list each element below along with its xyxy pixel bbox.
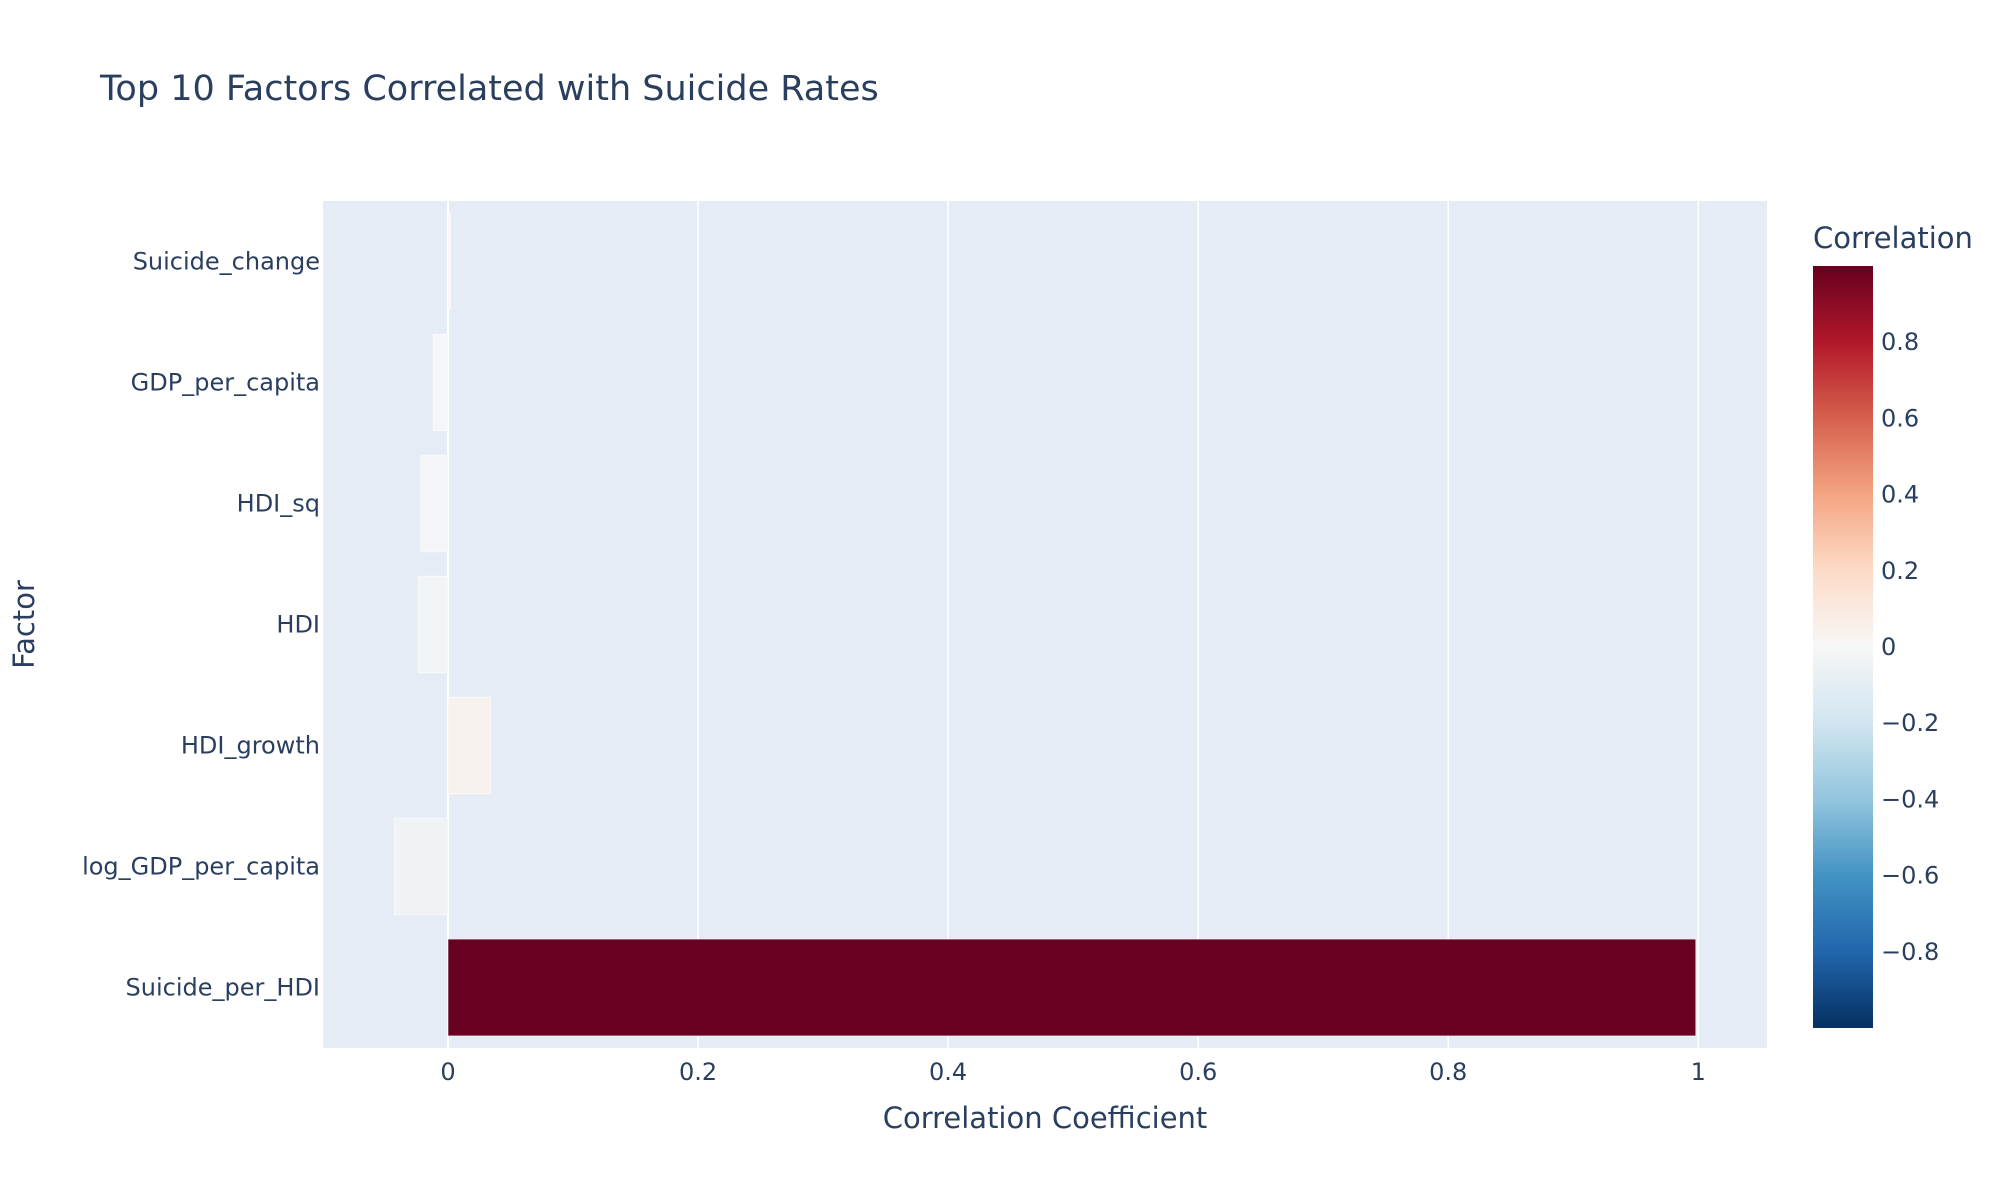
y-tick-label: Suicide_change bbox=[133, 248, 320, 276]
x-tick-label: 0.2 bbox=[679, 1058, 717, 1086]
chart-title: Top 10 Factors Correlated with Suicide R… bbox=[99, 69, 879, 109]
y-tick-label: log_GDP_per_capita bbox=[82, 853, 320, 881]
colorbar: 0.8 0.6 0.4 0.2 0 −0.2 −0.4 −0.6 −0.8 bbox=[1813, 266, 1939, 1028]
x-tick-label: 0.6 bbox=[1179, 1058, 1217, 1086]
y-tick-label: HDI_growth bbox=[181, 732, 320, 760]
colorbar-tick-label: 0.8 bbox=[1881, 328, 1919, 356]
plot-background bbox=[323, 201, 1767, 1048]
colorbar-tick-label: −0.2 bbox=[1881, 709, 1939, 737]
x-tick-label: 0.8 bbox=[1429, 1058, 1467, 1086]
plot-area: Suicide_change GDP_per_capita HDI_sq HDI HDI… bbox=[82, 201, 1767, 1086]
colorbar-tick-label: −0.6 bbox=[1881, 862, 1939, 890]
colorbar-title: Correlation bbox=[1813, 221, 1973, 255]
colorbar-gradient bbox=[1813, 266, 1873, 1028]
colorbar-tick-label: 0.2 bbox=[1881, 557, 1919, 585]
y-axis-title: Factor bbox=[7, 580, 41, 669]
colorbar-tick-label: 0 bbox=[1881, 633, 1896, 661]
x-tick-label: 1 bbox=[1691, 1058, 1706, 1086]
y-tick-label: HDI_sq bbox=[237, 490, 320, 518]
bar-gdp-per-capita[interactable] bbox=[432, 333, 449, 432]
bar-suicide-change[interactable] bbox=[447, 212, 451, 311]
bar-suicide-per-hdi[interactable] bbox=[447, 938, 1696, 1037]
y-tick-label: GDP_per_capita bbox=[131, 369, 320, 397]
y-tick-label: Suicide_per_HDI bbox=[126, 974, 320, 1002]
y-tick-label: HDI bbox=[276, 611, 320, 639]
bar-log-gdp-per-capita[interactable] bbox=[394, 817, 449, 916]
bar-hdi-sq[interactable] bbox=[420, 454, 449, 553]
colorbar-tick-label: 0.4 bbox=[1881, 481, 1919, 509]
colorbar-tick-label: −0.8 bbox=[1881, 938, 1939, 966]
bar-hdi[interactable] bbox=[417, 575, 449, 674]
colorbar-tick-label: −0.4 bbox=[1881, 785, 1939, 813]
colorbar-tick-label: 0.6 bbox=[1881, 404, 1919, 432]
x-tick-label: 0 bbox=[440, 1058, 455, 1086]
x-axis-title: Correlation Coefficient bbox=[883, 1101, 1208, 1135]
bar-hdi-growth[interactable] bbox=[447, 696, 491, 795]
x-tick-label: 0.4 bbox=[929, 1058, 967, 1086]
